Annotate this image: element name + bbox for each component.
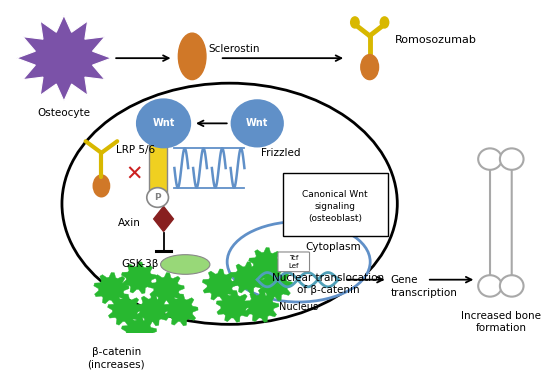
Ellipse shape bbox=[361, 55, 378, 80]
Text: Wnt: Wnt bbox=[152, 118, 175, 128]
Ellipse shape bbox=[93, 174, 110, 198]
Text: Tcf: Tcf bbox=[289, 255, 299, 261]
Text: Gene
transcription: Gene transcription bbox=[391, 275, 457, 297]
Ellipse shape bbox=[178, 33, 206, 80]
Circle shape bbox=[500, 148, 524, 170]
Text: Axin: Axin bbox=[118, 218, 141, 228]
Text: Nuclear translocation
of β-catenin: Nuclear translocation of β-catenin bbox=[272, 273, 384, 295]
Text: Lef: Lef bbox=[289, 263, 299, 269]
Ellipse shape bbox=[62, 83, 397, 324]
Text: Romosozumab: Romosozumab bbox=[396, 35, 477, 45]
Ellipse shape bbox=[379, 16, 389, 29]
Circle shape bbox=[147, 188, 168, 207]
Text: Increased bone
formation: Increased bone formation bbox=[461, 311, 541, 333]
Polygon shape bbox=[163, 294, 198, 326]
Text: Canonical Wnt
signaling
(osteoblast): Canonical Wnt signaling (osteoblast) bbox=[302, 190, 368, 223]
Ellipse shape bbox=[161, 255, 210, 274]
Polygon shape bbox=[135, 294, 171, 326]
Text: Sclerostin: Sclerostin bbox=[208, 44, 259, 54]
Text: β-catenin
(increases): β-catenin (increases) bbox=[88, 347, 145, 369]
Text: P: P bbox=[155, 193, 161, 202]
FancyBboxPatch shape bbox=[490, 157, 512, 286]
Polygon shape bbox=[94, 273, 129, 305]
Text: Osteocyte: Osteocyte bbox=[38, 108, 90, 118]
Polygon shape bbox=[121, 315, 157, 347]
Text: Wnt: Wnt bbox=[246, 118, 269, 128]
Text: Cytoplasm: Cytoplasm bbox=[305, 242, 361, 252]
Polygon shape bbox=[244, 290, 279, 322]
Text: LRP 5/6: LRP 5/6 bbox=[116, 145, 155, 155]
Polygon shape bbox=[258, 269, 293, 301]
Polygon shape bbox=[17, 15, 111, 101]
Polygon shape bbox=[107, 294, 143, 326]
Ellipse shape bbox=[350, 16, 360, 29]
Polygon shape bbox=[202, 269, 238, 301]
Text: Frizzled: Frizzled bbox=[261, 148, 301, 158]
Circle shape bbox=[478, 148, 502, 170]
Polygon shape bbox=[153, 206, 173, 232]
Polygon shape bbox=[121, 262, 157, 294]
Text: Nucleus: Nucleus bbox=[279, 302, 318, 312]
Polygon shape bbox=[249, 248, 284, 279]
Ellipse shape bbox=[227, 222, 370, 302]
Text: GSK-3β: GSK-3β bbox=[121, 259, 158, 269]
Polygon shape bbox=[216, 290, 252, 322]
FancyBboxPatch shape bbox=[278, 252, 310, 272]
Text: ✕: ✕ bbox=[125, 164, 143, 184]
Circle shape bbox=[478, 275, 502, 297]
Polygon shape bbox=[149, 273, 184, 305]
Polygon shape bbox=[230, 262, 265, 294]
Circle shape bbox=[230, 99, 284, 148]
Circle shape bbox=[136, 98, 191, 148]
Circle shape bbox=[500, 275, 524, 297]
FancyBboxPatch shape bbox=[283, 174, 388, 236]
Bar bbox=[149, 144, 167, 196]
